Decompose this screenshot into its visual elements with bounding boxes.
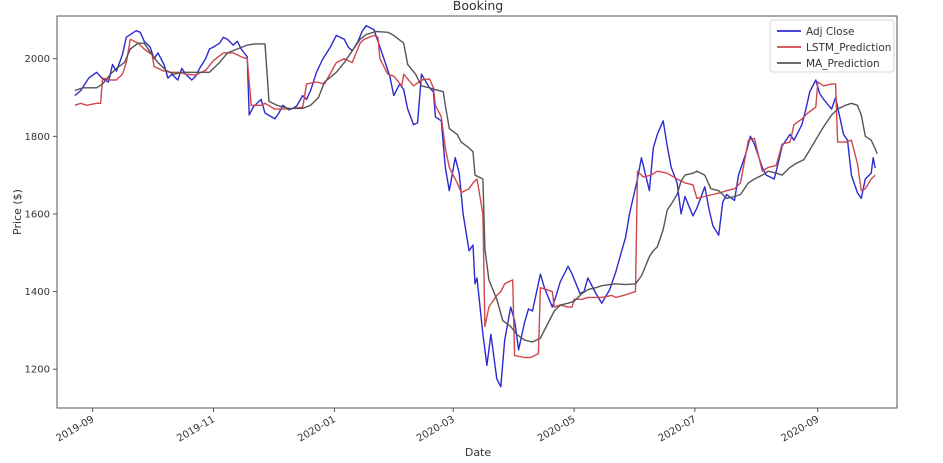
series-lines	[74, 25, 878, 388]
legend-label: Adj Close	[806, 26, 855, 38]
x-tick-label: 2019-09	[54, 414, 96, 444]
legend-label: MA_Prediction	[806, 58, 880, 70]
y-tick-label: 1800	[25, 132, 50, 143]
axes-layer	[56, 15, 898, 409]
y-tick-label: 1400	[25, 287, 50, 298]
axis-ticks: 1200 1400 1600 1800 2000 2019-09 2019-11 2020-0…	[25, 54, 822, 444]
legend-box	[769, 19, 895, 73]
y-axis-title: Price ($)	[11, 189, 24, 235]
plot-area-frame	[56, 15, 898, 409]
y-tick-label: 1600	[25, 209, 50, 220]
x-tick-label: 2019-11	[175, 414, 217, 444]
x-tick-label: 2020-03	[415, 414, 457, 444]
y-tick-label: 1200	[25, 365, 50, 376]
x-tick-label: 2020-05	[536, 414, 578, 444]
legend-label: LSTM_Prediction	[806, 42, 891, 54]
y-tick-label: 2000	[25, 54, 50, 65]
chart-title: Booking	[453, 0, 503, 13]
x-axis-title: Date	[465, 446, 492, 459]
series-line-3	[74, 30, 878, 343]
x-tick-label: 2020-01	[296, 414, 338, 444]
legend: Adj Close LSTM_Prediction MA_Prediction	[769, 19, 895, 73]
x-tick-label: 2020-09	[780, 414, 822, 444]
series-line-1	[74, 25, 876, 388]
series-line-2	[74, 34, 876, 359]
x-tick-label: 2020-07	[657, 414, 699, 444]
